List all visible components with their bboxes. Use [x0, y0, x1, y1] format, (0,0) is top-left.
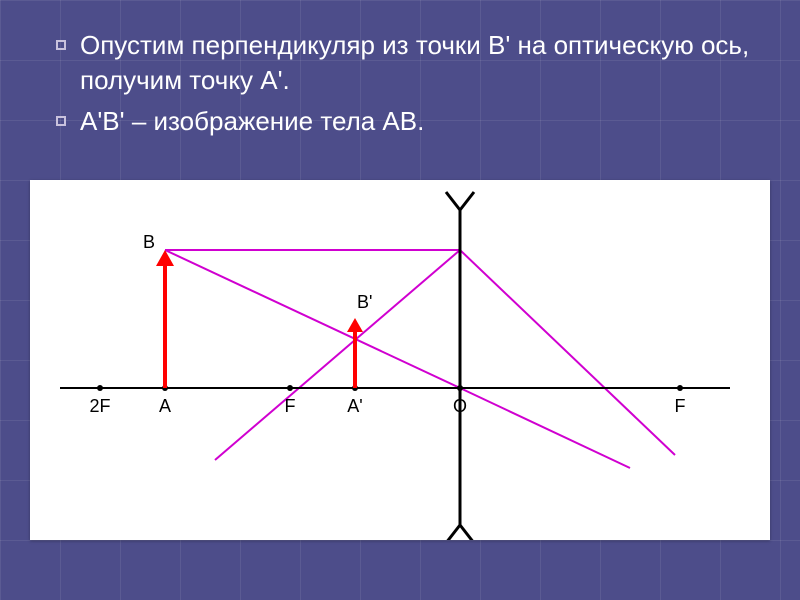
bullet-marker — [56, 40, 66, 50]
axis-label-A_prime: A' — [347, 396, 362, 416]
ray — [460, 388, 630, 468]
axis-point-two_F_left — [97, 385, 103, 391]
ray — [460, 250, 675, 455]
bullet-text: Опустим перпендикуляр из точки B' на опт… — [80, 28, 760, 98]
bullet-marker — [56, 116, 66, 126]
axis-point-O — [457, 385, 463, 391]
axis-point-F_right — [677, 385, 683, 391]
object-arrow-label: B — [143, 232, 155, 252]
image-arrow-head — [347, 318, 363, 332]
bullet-item: Опустим перпендикуляр из точки B' на опт… — [56, 28, 760, 98]
image-arrow-label: B' — [357, 292, 372, 312]
lens-tip — [460, 525, 474, 540]
bullet-item: A'B' – изображение тела AB. — [56, 104, 760, 139]
axis-label-two_F_left: 2F — [89, 396, 110, 416]
optics-diagram: 2F A F A' O F B B' — [30, 180, 770, 540]
axis-point-F_left — [287, 385, 293, 391]
axis-label-F_right: F — [675, 396, 686, 416]
lens-tip — [460, 192, 474, 210]
lens-tip — [446, 525, 460, 540]
axis-label-O: O — [453, 396, 467, 416]
bullet-text: A'B' – изображение тела AB. — [80, 104, 424, 139]
axis-label-A: A — [159, 396, 171, 416]
diagram-svg: 2F A F A' O F B B' — [30, 180, 770, 540]
ray — [215, 250, 460, 460]
axis-label-F_left: F — [285, 396, 296, 416]
lens-tip — [446, 192, 460, 210]
ray — [165, 250, 460, 388]
bullet-list: Опустим перпендикуляр из точки B' на опт… — [56, 28, 760, 139]
